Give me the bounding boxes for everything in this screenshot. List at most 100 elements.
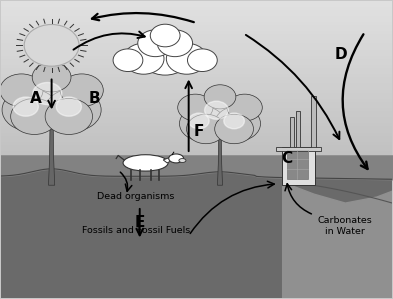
Bar [1,99,392,102]
Polygon shape [48,120,55,185]
Ellipse shape [123,155,168,171]
Polygon shape [217,132,222,185]
Bar [1,167,392,170]
Bar [1,0,392,4]
Bar [1,43,392,47]
Ellipse shape [179,158,186,162]
FancyArrowPatch shape [285,184,311,214]
Bar [1,117,392,120]
Bar [1,22,392,25]
Bar [1,93,392,96]
Circle shape [178,94,213,121]
Bar [1,173,392,176]
Bar [1,47,392,50]
Text: Carbonates
in Water: Carbonates in Water [318,216,373,236]
Circle shape [140,36,191,75]
Circle shape [180,106,225,141]
Bar [1,142,392,145]
FancyArrowPatch shape [73,32,145,50]
FancyArrowPatch shape [190,181,274,234]
Bar [1,86,392,90]
Bar [1,105,392,108]
Bar [1,108,392,112]
FancyArrowPatch shape [120,172,132,191]
Bar [1,4,392,7]
Bar [1,157,392,161]
Circle shape [215,114,253,144]
Bar [1,13,392,16]
Bar [1,10,392,13]
Bar [1,90,392,93]
Circle shape [11,98,58,135]
Bar [1,28,392,31]
Circle shape [189,113,209,129]
Circle shape [166,43,207,74]
Circle shape [45,98,92,135]
Bar [1,40,392,44]
Bar [1,154,392,158]
Circle shape [32,62,71,92]
Bar [1,136,392,139]
Circle shape [33,83,62,105]
Circle shape [60,74,103,107]
FancyArrowPatch shape [343,34,367,169]
Bar [290,117,294,150]
Bar [1,16,392,19]
Circle shape [194,93,246,133]
Bar [1,37,392,41]
Bar [1,126,392,130]
Circle shape [0,74,43,107]
Circle shape [157,30,193,57]
Circle shape [204,85,236,109]
Circle shape [45,89,101,131]
Bar [1,182,392,185]
Circle shape [215,106,261,141]
Bar [1,145,392,148]
Bar [1,123,392,127]
Bar [286,150,308,179]
Bar [1,50,392,53]
Bar [1,160,392,164]
Bar [1,19,392,22]
Circle shape [224,113,244,129]
Bar [1,167,392,298]
Bar [1,163,392,167]
Bar [1,25,392,28]
Bar [1,71,392,74]
Ellipse shape [169,154,184,163]
Bar [1,133,392,136]
Bar [1,56,392,59]
Bar [1,170,392,173]
Circle shape [205,101,228,119]
Bar [1,77,392,81]
Bar [1,74,392,77]
Bar [1,114,392,118]
Bar [1,7,392,10]
Text: Dead organisms: Dead organisms [97,192,174,201]
Circle shape [24,25,79,66]
Bar [1,129,392,133]
Circle shape [138,30,173,57]
Text: C: C [281,151,292,166]
Circle shape [13,97,39,116]
Bar [1,59,392,62]
Bar [1,179,392,182]
Circle shape [113,49,143,71]
Polygon shape [163,157,173,163]
Bar [1,65,392,68]
Circle shape [187,114,225,144]
Bar [1,31,392,34]
Polygon shape [283,182,392,298]
Text: A: A [30,91,42,106]
Circle shape [187,49,217,71]
Bar [1,151,392,155]
Text: Fossils and Fossil Fuels: Fossils and Fossil Fuels [82,226,190,235]
Bar [1,148,392,151]
Bar [1,68,392,71]
Bar [1,62,392,65]
Circle shape [150,24,180,47]
Bar [1,83,392,87]
Bar [1,34,392,38]
Circle shape [227,94,262,121]
Bar [296,111,300,150]
